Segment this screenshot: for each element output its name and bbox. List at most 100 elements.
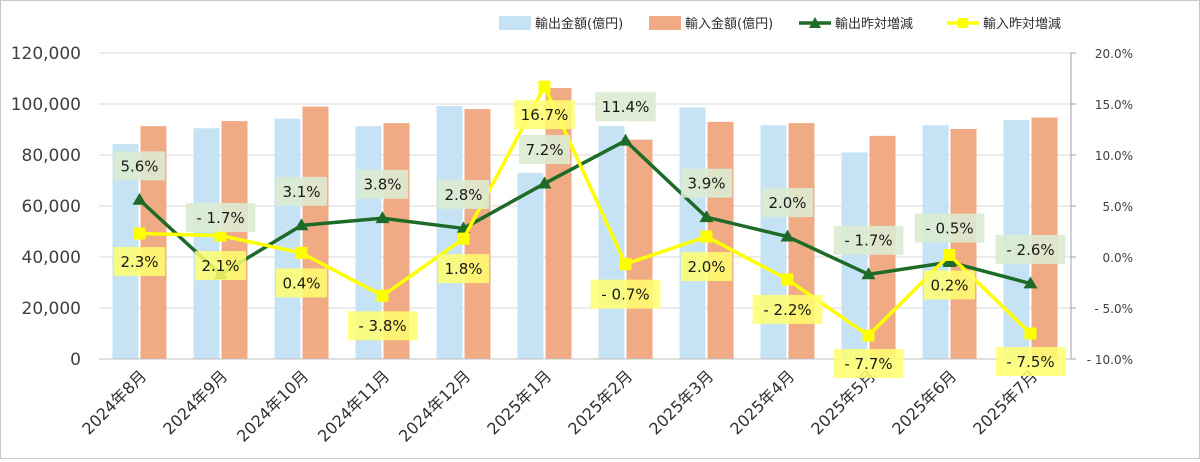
legend-label: 輸出昨対増減 (835, 16, 913, 32)
import-yoy-label: 16.7% (521, 106, 569, 124)
legend-swatch (499, 16, 531, 30)
data-labels-layer: 5.6% - 1.7% 3.1% 3.8% 2.8% 7.2% 11.4% 3.9% 2.0% -… (113, 92, 1066, 379)
import-yoy-label-box (514, 100, 575, 130)
export-yoy-point (132, 192, 147, 205)
export-yoy-label-box (185, 203, 256, 233)
x-category-label: 2024年10月 (233, 366, 312, 445)
x-category-label: 2025年7月 (969, 366, 1041, 438)
import-yoy-label-box (923, 270, 976, 300)
x-category-label: 2024年9月 (159, 366, 231, 438)
import-yoy-point (457, 232, 470, 245)
import-yoy-point (700, 230, 713, 243)
lines-layer (132, 80, 1038, 342)
export-yoy-label: 3.8% (363, 176, 401, 194)
y-right-tick-label: - 10.0% (1087, 353, 1133, 367)
legend-label: 輸出金額(億円) (535, 16, 623, 32)
import-yoy-label: - 3.8% (358, 317, 406, 335)
import-yoy-label-box (995, 347, 1066, 376)
import-yoy-label: - 7.7% (844, 355, 892, 373)
export-yoy-label-box (113, 151, 166, 181)
legend-marker (809, 17, 821, 28)
export-yoy-point (861, 267, 876, 280)
x-category-label: 2025年2月 (564, 366, 636, 438)
import-yoy-label-box (275, 268, 328, 298)
import-yoy-label: 2.0% (687, 258, 725, 276)
export-yoy-label: 3.9% (687, 175, 725, 193)
import-bar (302, 106, 329, 359)
import-yoy-label: - 7.5% (1006, 353, 1054, 371)
export-yoy-label: 2.8% (444, 186, 482, 204)
export-bar (517, 172, 544, 359)
export-yoy-label-box (437, 179, 490, 209)
import-yoy-label-box (347, 311, 418, 341)
import-yoy-label-box (113, 247, 166, 277)
export-yoy-point (537, 176, 552, 189)
import-yoy-label: - 2.2% (763, 301, 811, 319)
x-category-label: 2025年3月 (645, 366, 717, 438)
y-left-tick-label: 20,000 (22, 299, 81, 319)
y-left-tick-label: 100,000 (11, 95, 81, 115)
x-category-label: 2024年11月 (314, 366, 393, 445)
import-yoy-label: 1.8% (444, 260, 482, 278)
x-category-label: 2025年1月 (483, 366, 555, 438)
export-bar (193, 128, 220, 359)
x-category-label: 2025年4月 (726, 366, 798, 438)
x-category-label: 2024年8月 (78, 366, 150, 438)
x-category-label: 2024年12月 (395, 366, 474, 445)
y-right-tick-label: 10.0% (1095, 149, 1133, 163)
export-yoy-label-box (680, 168, 733, 198)
import-yoy-label: - 0.7% (601, 286, 649, 304)
export-yoy-label-box (595, 92, 656, 122)
import-yoy-point (1024, 327, 1037, 340)
export-yoy-label: - 1.7% (196, 209, 244, 227)
import-yoy-label-box (590, 279, 661, 309)
export-yoy-label-box (761, 188, 814, 218)
export-yoy-point (780, 229, 795, 242)
y-left-tick-label: 120,000 (11, 44, 81, 64)
import-yoy-label: 2.3% (120, 253, 158, 271)
export-yoy-point (375, 211, 390, 224)
export-bar (598, 125, 625, 360)
legend: 輸出金額(億円) 輸入金額(億円) 輸出昨対増減 輸入昨対増減 (499, 16, 1061, 32)
import-yoy-label-box (752, 294, 823, 324)
y-left-tick-label: 60,000 (22, 197, 81, 217)
import-yoy-point (295, 246, 308, 259)
import-yoy-point (943, 248, 956, 261)
legend-swatch (649, 16, 681, 30)
export-yoy-point (699, 210, 714, 223)
legend-label: 輸入金額(億円) (685, 16, 773, 32)
export-yoy-label: 11.4% (602, 98, 650, 116)
import-yoy-point (862, 329, 875, 342)
export-yoy-point (942, 255, 957, 267)
import-bar (626, 139, 653, 359)
export-yoy-point (1023, 276, 1038, 289)
import-yoy-line (139, 84, 1032, 338)
y-right-tick-label: 5.0% (1103, 200, 1134, 214)
export-yoy-label-box (356, 169, 409, 199)
export-yoy-label-box (275, 176, 328, 206)
import-yoy-label-box (680, 252, 733, 282)
export-bar (841, 152, 868, 359)
y-right-tick-label: 15.0% (1095, 98, 1133, 112)
import-yoy-point (133, 227, 146, 240)
gridlines (99, 52, 1071, 360)
y-right-tick-label: - 5.0% (1094, 302, 1133, 316)
import-yoy-point (538, 80, 551, 93)
export-yoy-label-box (833, 225, 904, 255)
export-yoy-label: - 1.7% (844, 232, 892, 250)
export-yoy-label-box (995, 235, 1066, 265)
import-yoy-label: 2.1% (201, 257, 239, 275)
y-right-tick-label: 20.0% (1095, 47, 1133, 61)
import-yoy-label-box (194, 251, 247, 281)
export-yoy-label: 3.1% (282, 183, 320, 201)
export-yoy-label-box (914, 213, 985, 243)
y-left-tick-label: 0 (70, 350, 81, 370)
y-left-tick-label: 80,000 (22, 146, 81, 166)
export-yoy-label: 5.6% (120, 157, 158, 175)
import-bar (950, 128, 977, 359)
export-yoy-line (138, 138, 1031, 286)
import-yoy-point (214, 229, 227, 242)
export-yoy-point (294, 218, 309, 231)
